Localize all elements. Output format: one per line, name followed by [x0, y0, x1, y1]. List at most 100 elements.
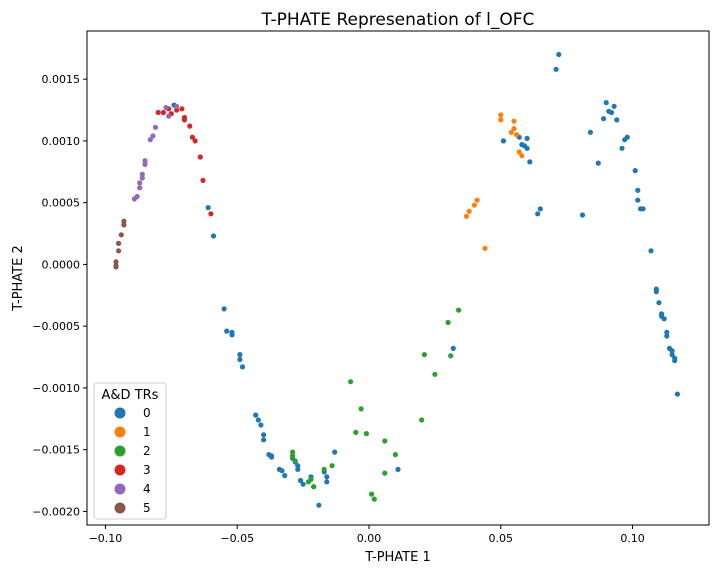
legend-marker-0 — [114, 407, 126, 419]
legend-label-0: 0 — [143, 406, 151, 420]
point-series-0-72 — [664, 333, 670, 339]
point-series-1-12 — [519, 153, 525, 159]
point-series-4-6 — [142, 161, 148, 167]
point-series-0-67 — [656, 300, 662, 306]
x-tick-label-2: 0.00 — [357, 532, 382, 545]
point-series-3-9 — [189, 134, 195, 140]
point-series-2-20 — [445, 319, 451, 326]
point-series-0-31 — [324, 474, 330, 480]
point-series-0-78 — [674, 391, 681, 397]
point-series-0-2 — [210, 233, 217, 239]
point-series-0-66 — [653, 289, 659, 295]
point-series-0-44 — [537, 206, 543, 212]
point-series-4-11 — [163, 105, 169, 111]
point-series-2-2 — [292, 458, 298, 464]
point-series-0-53 — [608, 109, 615, 116]
point-series-2-10 — [358, 406, 364, 412]
x-tick-label-4: 0.10 — [620, 532, 645, 545]
y-tick-label-4: −0.0005 — [32, 320, 80, 333]
point-series-4-3 — [137, 180, 143, 186]
point-series-4-5 — [139, 171, 145, 177]
point-series-1-9 — [511, 118, 517, 124]
point-series-2-8 — [348, 379, 354, 385]
point-series-0-35 — [450, 345, 456, 351]
y-tick-label-3: 0.0000 — [42, 258, 81, 271]
point-series-0-54 — [611, 103, 617, 109]
point-series-4-8 — [147, 137, 153, 143]
point-series-4-4 — [139, 175, 145, 181]
point-series-3-1 — [160, 109, 166, 116]
point-series-3-12 — [200, 177, 206, 183]
point-series-3-8 — [187, 123, 193, 129]
point-series-0-33 — [332, 449, 338, 455]
point-series-2-4 — [308, 476, 314, 482]
point-series-0-46 — [556, 51, 562, 58]
points-layer — [113, 51, 681, 508]
point-series-3-13 — [208, 211, 214, 217]
y-axis: 0.0015 0.0010 0.0005 0.0000 −0.0005 −0.0010 −0… — [32, 73, 87, 518]
point-series-0-34 — [395, 466, 401, 472]
point-series-0-42 — [527, 159, 533, 165]
point-series-0-3 — [221, 306, 227, 312]
x-tick-label-0: −0.10 — [89, 532, 123, 545]
point-series-3-11 — [197, 154, 203, 160]
x-axis-label: T-PHATE 1 — [364, 550, 431, 565]
point-series-0-19 — [279, 468, 285, 474]
point-series-0-59 — [632, 168, 638, 174]
point-series-0-48 — [587, 129, 594, 135]
point-series-2-17 — [419, 417, 425, 423]
point-series-0-71 — [664, 329, 670, 335]
chart-title: T-PHATE Represenation of l_OFC — [261, 10, 535, 30]
point-series-5-7 — [113, 263, 119, 269]
point-series-2-21 — [448, 353, 454, 359]
point-series-0-6 — [229, 332, 235, 338]
point-series-1-1 — [466, 208, 472, 214]
point-series-3-5 — [179, 106, 185, 112]
y-tick-label-1: 0.0010 — [42, 135, 81, 148]
point-series-0-7 — [237, 352, 243, 358]
point-series-4-10 — [152, 124, 159, 130]
legend-marker-1 — [114, 426, 126, 438]
point-series-0-4 — [224, 328, 230, 334]
point-series-0-23 — [295, 463, 301, 469]
x-axis: −0.10 −0.05 0.00 0.05 0.10 — [89, 525, 645, 545]
point-series-0-49 — [595, 160, 601, 166]
point-series-2-7 — [329, 463, 335, 469]
point-series-0-13 — [261, 432, 267, 438]
point-series-0-55 — [614, 117, 620, 123]
legend-marker-5 — [114, 502, 126, 514]
y-tick-label-6: −0.0015 — [32, 444, 80, 457]
point-series-0-11 — [255, 417, 261, 423]
point-series-0-1 — [205, 205, 211, 211]
legend-label-1: 1 — [143, 425, 151, 439]
point-series-3-7 — [181, 117, 188, 123]
point-series-2-1 — [290, 453, 296, 459]
point-series-0-74 — [669, 348, 675, 354]
legend-marker-2 — [114, 445, 126, 457]
point-series-0-26 — [300, 481, 306, 487]
point-series-0-9 — [239, 364, 246, 370]
point-series-0-17 — [268, 454, 275, 460]
point-series-3-4 — [174, 107, 180, 113]
point-series-0-56 — [619, 145, 625, 151]
point-series-0-61 — [635, 197, 641, 203]
point-series-1-8 — [511, 126, 517, 132]
point-series-0-77 — [672, 358, 678, 364]
point-series-2-12 — [369, 491, 375, 497]
point-series-0-45 — [553, 66, 559, 72]
point-series-0-32 — [324, 479, 330, 485]
point-series-0-8 — [237, 356, 243, 363]
legend-label-4: 4 — [143, 482, 151, 496]
legend: A&D TRs 0 1 2 3 4 5 — [93, 382, 167, 520]
legend-label-3: 3 — [143, 463, 151, 477]
legend-marker-3 — [114, 464, 126, 476]
point-series-0-58 — [624, 134, 630, 140]
point-series-0-60 — [635, 187, 641, 193]
point-series-5-1 — [113, 259, 119, 265]
legend-title: A&D TRs — [102, 388, 159, 403]
y-tick-label-5: −0.0010 — [32, 382, 80, 395]
point-series-2-19 — [432, 371, 438, 377]
point-series-0-64 — [648, 248, 654, 254]
legend-marker-4 — [114, 483, 126, 495]
